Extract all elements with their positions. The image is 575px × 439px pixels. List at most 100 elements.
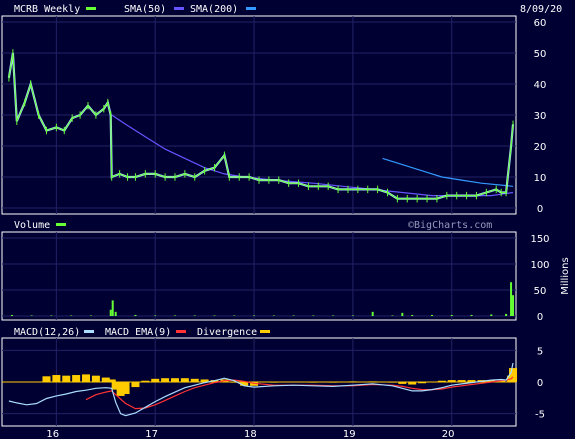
- divergence-bar: [408, 382, 417, 385]
- volume-bar: [351, 315, 354, 316]
- volume-bar: [70, 315, 73, 316]
- divergence-bar: [111, 382, 120, 390]
- macd-ema-legend-swatch: [176, 330, 186, 333]
- volume-bar: [253, 315, 256, 316]
- divergence-bar: [269, 382, 278, 383]
- divergence-bar: [487, 380, 496, 382]
- divergence-bar: [437, 380, 446, 382]
- divergence-bar: [170, 378, 179, 382]
- divergence-bar: [309, 382, 318, 383]
- price-ytick-label: 40: [534, 80, 547, 91]
- price-ytick-label: 30: [534, 111, 547, 122]
- volume-title: Volume: [14, 220, 50, 231]
- x-tick-label: 20: [442, 429, 455, 439]
- macd-legend-swatch: [84, 330, 94, 333]
- volume-bar: [89, 315, 92, 316]
- volume-bar: [371, 311, 374, 316]
- volume-ylabel: Millions: [560, 257, 571, 294]
- divergence-bar: [368, 381, 377, 382]
- price-ytick-label: 50: [534, 49, 547, 60]
- volume-bar: [430, 314, 433, 316]
- volume-legend-swatch: [56, 223, 66, 226]
- divergence-bar: [151, 378, 160, 382]
- volume-bar: [154, 315, 157, 316]
- macd-ytick-label: -5: [535, 410, 545, 421]
- grid-lines: [2, 16, 516, 426]
- divergence-bar: [161, 378, 170, 382]
- volume-bar: [292, 315, 295, 316]
- divergence-bar: [72, 375, 81, 382]
- divergence-bar: [180, 378, 189, 382]
- volume-bar: [332, 315, 335, 316]
- divergence-legend-swatch: [260, 330, 270, 333]
- volume-bar: [111, 300, 114, 316]
- divergence-bar: [250, 382, 259, 386]
- divergence-bar: [418, 382, 427, 384]
- x-tick-label: 18: [244, 429, 257, 439]
- price-ytick-label: 0: [537, 204, 543, 215]
- volume-bar: [193, 315, 196, 316]
- volume-ytick-label: 150: [530, 234, 549, 245]
- divergence-bar: [190, 378, 199, 382]
- volume-bars: [10, 282, 515, 316]
- price-ytick-label: 20: [534, 142, 547, 153]
- x-tick-label: 16: [46, 429, 59, 439]
- chart-date: 8/09/20: [520, 4, 562, 15]
- macd-ytick-label: 0: [537, 378, 543, 389]
- divergence-bar: [42, 376, 51, 382]
- price-ytick-label: 10: [534, 173, 547, 184]
- divergence-bar: [497, 380, 506, 382]
- volume-bar: [272, 315, 275, 316]
- macd-line: [8, 362, 514, 417]
- divergence-bar: [348, 381, 357, 382]
- price-legend-swatch: [86, 7, 96, 10]
- sma200-legend-swatch: [246, 7, 256, 10]
- divergence-bar: [101, 377, 110, 382]
- volume-bar: [512, 295, 515, 316]
- macd-ema-legend-label: MACD EMA(9): [105, 327, 171, 338]
- divergence-bar: [141, 380, 150, 382]
- volume-bar: [470, 314, 473, 316]
- divergence-bar: [457, 380, 466, 382]
- macd-legend-label: MACD(12,26): [14, 327, 80, 338]
- volume-bar: [510, 282, 513, 316]
- volume-ytick-label: 50: [534, 286, 547, 297]
- volume-bar: [134, 314, 137, 316]
- divergence-bar: [82, 374, 91, 382]
- divergence-bar: [116, 382, 125, 396]
- divergence-bar: [52, 375, 61, 382]
- volume-bar: [10, 314, 13, 316]
- volume-ytick-label: 100: [530, 260, 549, 271]
- volume-bar: [411, 314, 414, 316]
- volume-bar: [30, 315, 33, 316]
- divergence-bar: [91, 375, 100, 382]
- volume-bar: [505, 313, 508, 316]
- volume-bar: [312, 315, 315, 316]
- divergence-bar: [398, 382, 407, 384]
- sma200-legend-label: SMA(200): [190, 4, 238, 15]
- volume-bar: [490, 314, 493, 316]
- divergence-bar: [62, 375, 71, 382]
- volume-ytick-label: 0: [537, 312, 543, 323]
- x-tick-label: 19: [343, 429, 356, 439]
- volume-bar: [391, 315, 394, 316]
- divergence-bar: [509, 368, 518, 382]
- watermark: ©BigCharts.com: [408, 220, 492, 231]
- sma200-line: [382, 157, 514, 187]
- volume-bar: [114, 311, 117, 316]
- volume-bar: [233, 315, 236, 316]
- divergence-bar: [230, 382, 239, 383]
- volume-bar: [213, 315, 216, 316]
- divergence-legend-label: Divergence: [197, 327, 257, 338]
- series-lines: [7, 49, 515, 417]
- volume-bar: [173, 315, 176, 316]
- sma50-legend-label: SMA(50): [124, 4, 166, 15]
- divergence-bar: [240, 382, 249, 386]
- divergence-bar: [121, 382, 130, 395]
- price-ytick-label: 60: [534, 18, 547, 29]
- volume-bar: [50, 315, 53, 316]
- volume-bar: [450, 314, 453, 316]
- price-legend-title: MCRB Weekly: [14, 4, 80, 15]
